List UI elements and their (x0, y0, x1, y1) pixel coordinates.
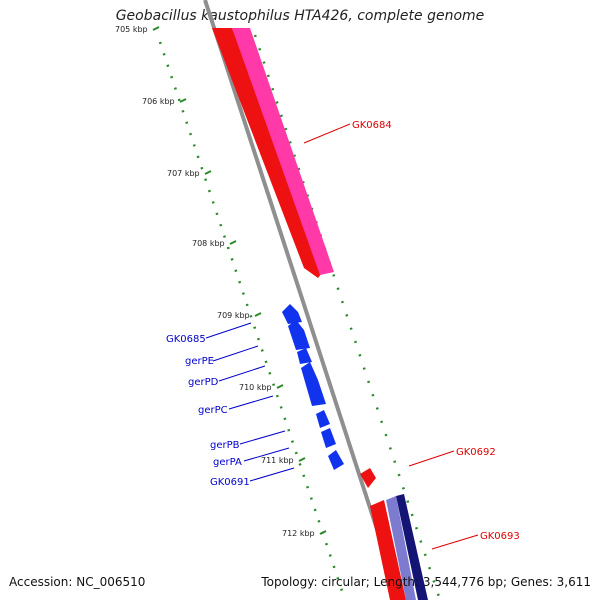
gene-gerpe-block[interactable] (288, 320, 310, 350)
ruler-tick (298, 457, 306, 462)
ruler-tick-label: 708 kbp (192, 239, 225, 248)
gene-label-gk0693[interactable]: GK0693 (480, 531, 520, 542)
gene-label-gk0684[interactable]: GK0684 (352, 120, 392, 131)
backbone-line (203, 0, 402, 600)
gene-label-gerpe[interactable]: gerPE (185, 356, 214, 367)
gene-leader-line (218, 365, 266, 382)
ruler-tick-label: 711 kbp (261, 456, 294, 465)
accession-label: Accession: NC_006510 (9, 575, 146, 589)
feature-track-right (253, 34, 442, 600)
gene-gk0693-block[interactable] (370, 500, 406, 600)
gene-leader-line (243, 447, 290, 462)
ruler-tick-label: 706 kbp (142, 97, 175, 106)
gene-leader-line (303, 123, 351, 144)
gene-gk0685-block[interactable] (282, 304, 302, 324)
gene-gerpd-block[interactable] (297, 348, 312, 364)
gene-label-gerpa[interactable]: gerPA (213, 457, 242, 468)
gene-leader-line (239, 430, 286, 445)
ruler-tick (254, 312, 262, 317)
gene-leader-line (431, 534, 479, 550)
ruler-tick (319, 530, 327, 535)
gene-label-gerpc[interactable]: gerPC (198, 405, 228, 416)
gene-leader-line (212, 345, 259, 362)
ruler-tick (204, 170, 212, 175)
ruler-tick-label: 709 kbp (217, 311, 250, 320)
gene-label-gerpd[interactable]: gerPD (188, 377, 219, 388)
gene-gerpb-block[interactable] (316, 410, 330, 428)
gene-label-gk0685[interactable]: GK0685 (166, 334, 206, 345)
gene-gk0693-overlay-dark (396, 494, 428, 600)
gene-label-gk0691[interactable]: GK0691 (210, 477, 250, 488)
gene-leader-line (249, 467, 295, 482)
gene-leader-line (228, 395, 274, 410)
gene-leader-line (408, 450, 455, 467)
gene-gk0684-overlay (232, 28, 334, 275)
gene-gk0692-block[interactable] (360, 468, 376, 488)
ruler-tick-label: 712 kbp (282, 529, 315, 538)
gene-label-gk0692[interactable]: GK0692 (456, 447, 496, 458)
gene-gerpa-block[interactable] (321, 428, 336, 448)
gene-gerpc-block[interactable] (301, 362, 326, 406)
ruler-tick-label: 707 kbp (167, 169, 200, 178)
gene-gk0691-block[interactable] (328, 450, 344, 470)
ruler-tick-label: 710 kbp (239, 383, 272, 392)
gene-gk0693-overlay (386, 496, 416, 600)
gene-gk0684-block[interactable] (212, 28, 326, 278)
ruler-tick (152, 26, 160, 31)
topology-summary: Topology: circular; Length: 3,544,776 bp… (261, 575, 591, 589)
ruler-tick (229, 240, 237, 245)
gene-label-gerpb[interactable]: gerPB (210, 440, 240, 451)
gene-leader-line (205, 322, 252, 339)
ruler-tick (179, 98, 187, 103)
ruler-track (158, 41, 347, 600)
ruler-tick-label: 705 kbp (115, 25, 148, 34)
ruler-tick (276, 384, 284, 389)
